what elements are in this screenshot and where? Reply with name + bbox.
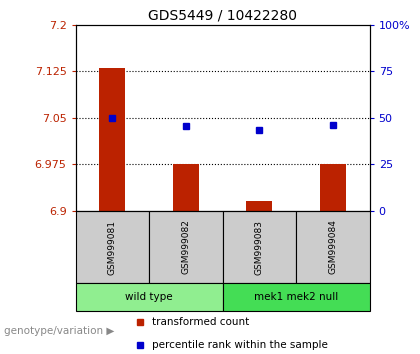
Text: percentile rank within the sample: percentile rank within the sample (152, 341, 328, 350)
Bar (76, 283, 223, 311)
Text: transformed count: transformed count (152, 317, 249, 327)
Text: mek1 mek2 null: mek1 mek2 null (254, 292, 338, 302)
Text: GSM999084: GSM999084 (328, 219, 337, 274)
Text: wild type: wild type (125, 292, 173, 302)
Bar (320, 164, 346, 211)
Text: genotype/variation ▶: genotype/variation ▶ (4, 326, 115, 336)
Bar (296, 211, 370, 283)
Bar (173, 164, 199, 211)
Bar (223, 211, 296, 283)
Bar (76, 211, 149, 283)
Text: GSM999081: GSM999081 (108, 219, 117, 275)
Bar (100, 68, 125, 211)
Text: GSM999082: GSM999082 (181, 219, 190, 274)
Bar (247, 201, 272, 211)
Title: GDS5449 / 10422280: GDS5449 / 10422280 (148, 8, 297, 22)
Bar (149, 211, 223, 283)
Text: GSM999083: GSM999083 (255, 219, 264, 275)
Bar (223, 283, 370, 311)
